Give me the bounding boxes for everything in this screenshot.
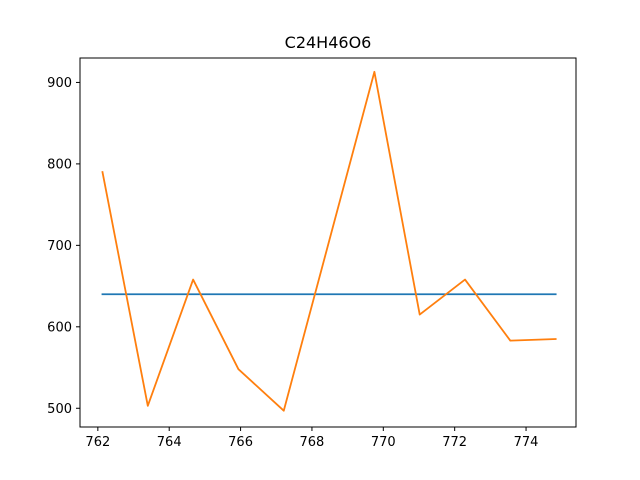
y-tick-label: 700 xyxy=(47,239,72,254)
x-axis: 762 764 766 768 770 772 774 xyxy=(85,427,538,450)
y-tick-label: 800 xyxy=(47,157,72,172)
x-tick-label: 772 xyxy=(442,435,467,450)
x-tick-label: 762 xyxy=(85,435,110,450)
y-axis: 500 600 700 800 900 xyxy=(47,76,80,417)
chart-title: C24H46O6 xyxy=(285,33,372,52)
x-tick-label: 768 xyxy=(300,435,325,450)
y-tick-label: 900 xyxy=(47,76,72,91)
series-line-2 xyxy=(101,70,557,412)
y-tick-label: 500 xyxy=(47,402,72,417)
y-tick-label: 600 xyxy=(47,320,72,335)
x-tick-label: 770 xyxy=(371,435,396,450)
x-tick-label: 766 xyxy=(228,435,253,450)
series-layer xyxy=(101,70,557,412)
plot-frame xyxy=(79,57,577,428)
x-tick-label: 764 xyxy=(157,435,182,450)
x-tick-label: 774 xyxy=(514,435,539,450)
